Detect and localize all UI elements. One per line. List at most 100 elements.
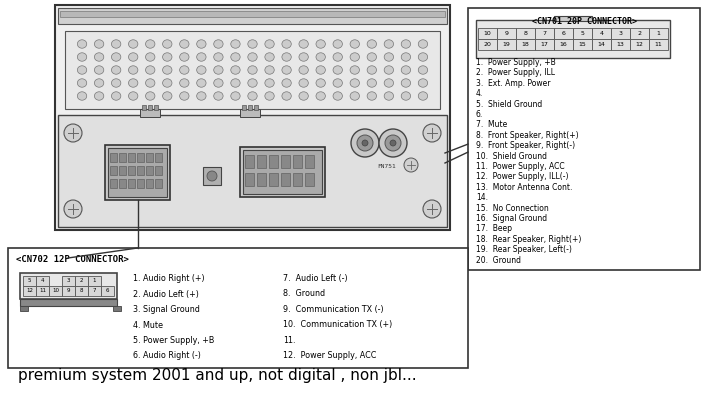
Bar	[58, 115, 447, 227]
Ellipse shape	[265, 92, 274, 100]
Ellipse shape	[78, 40, 87, 48]
Ellipse shape	[94, 79, 104, 87]
Bar	[101, 286, 114, 296]
Text: 1: 1	[656, 31, 661, 36]
Text: 14: 14	[598, 42, 606, 47]
Ellipse shape	[111, 40, 121, 48]
Ellipse shape	[197, 53, 206, 61]
Ellipse shape	[333, 40, 343, 48]
Ellipse shape	[367, 79, 376, 87]
Text: <CN701 20P CONNECTOR>: <CN701 20P CONNECTOR>	[532, 17, 637, 26]
Ellipse shape	[94, 66, 104, 74]
Ellipse shape	[384, 53, 393, 61]
Text: 6: 6	[106, 288, 109, 294]
Text: 13: 13	[617, 42, 625, 47]
Ellipse shape	[265, 79, 274, 87]
Bar	[573, 39, 592, 50]
Ellipse shape	[401, 79, 410, 87]
Text: 1: 1	[93, 279, 97, 284]
Bar	[62, 286, 75, 296]
Ellipse shape	[248, 92, 257, 100]
Ellipse shape	[299, 92, 308, 100]
Ellipse shape	[248, 79, 257, 87]
Bar	[88, 286, 101, 296]
Bar	[146, 179, 153, 188]
Bar	[269, 173, 278, 186]
Ellipse shape	[78, 66, 87, 74]
Ellipse shape	[333, 92, 343, 100]
Bar	[148, 105, 152, 110]
Ellipse shape	[350, 66, 360, 74]
Ellipse shape	[128, 66, 138, 74]
Text: 17: 17	[541, 42, 548, 47]
Ellipse shape	[384, 40, 393, 48]
Circle shape	[64, 200, 82, 218]
Bar	[113, 306, 121, 311]
Ellipse shape	[265, 40, 274, 48]
Ellipse shape	[333, 79, 343, 87]
Bar	[20, 273, 117, 299]
Text: 6.: 6.	[476, 110, 483, 119]
Ellipse shape	[128, 92, 138, 100]
Bar	[110, 179, 117, 188]
Text: 15: 15	[579, 42, 587, 47]
Bar	[269, 155, 278, 168]
Ellipse shape	[401, 92, 410, 100]
Bar	[75, 276, 88, 286]
Ellipse shape	[333, 53, 343, 61]
Bar	[60, 11, 445, 17]
Ellipse shape	[401, 40, 410, 48]
Text: 5. Power Supply, +B: 5. Power Supply, +B	[133, 336, 214, 345]
Text: 3: 3	[618, 31, 623, 36]
Bar	[554, 16, 592, 21]
Text: 3.  Ext. Amp. Power: 3. Ext. Amp. Power	[476, 79, 551, 88]
Text: 3: 3	[67, 279, 70, 284]
Bar	[242, 105, 246, 110]
Bar	[254, 105, 258, 110]
Bar	[248, 105, 252, 110]
Ellipse shape	[367, 92, 376, 100]
Ellipse shape	[180, 79, 189, 87]
Ellipse shape	[163, 53, 172, 61]
Text: 5.  Shield Ground: 5. Shield Ground	[476, 100, 542, 109]
Bar	[257, 173, 266, 186]
Ellipse shape	[197, 66, 206, 74]
Text: 12: 12	[26, 288, 33, 294]
Text: 4.: 4.	[476, 89, 483, 98]
Bar	[8, 248, 468, 368]
Ellipse shape	[231, 40, 240, 48]
Text: 4: 4	[599, 31, 603, 36]
Bar	[281, 155, 290, 168]
Text: 15.  No Connection: 15. No Connection	[476, 203, 548, 213]
Ellipse shape	[145, 92, 155, 100]
Text: 10: 10	[52, 288, 59, 294]
Bar	[88, 276, 101, 286]
Ellipse shape	[367, 66, 376, 74]
Text: FN751: FN751	[378, 164, 396, 170]
Bar	[119, 166, 126, 175]
Ellipse shape	[367, 53, 376, 61]
Text: 14.: 14.	[476, 193, 488, 202]
Bar	[468, 8, 700, 270]
Ellipse shape	[350, 53, 360, 61]
Ellipse shape	[384, 66, 393, 74]
Bar	[305, 173, 314, 186]
Circle shape	[64, 124, 82, 142]
Ellipse shape	[248, 40, 257, 48]
Bar	[293, 173, 302, 186]
Ellipse shape	[299, 53, 308, 61]
Ellipse shape	[145, 40, 155, 48]
Text: 7: 7	[543, 31, 546, 36]
Text: 10: 10	[484, 31, 491, 36]
Ellipse shape	[128, 53, 138, 61]
Ellipse shape	[78, 92, 87, 100]
Bar	[62, 276, 75, 286]
Text: 13.  Motor Antenna Cont.: 13. Motor Antenna Cont.	[476, 183, 572, 192]
Text: premium system 2001 and up, not digital , non jbl...: premium system 2001 and up, not digital …	[18, 368, 417, 383]
Text: 16: 16	[560, 42, 568, 47]
Circle shape	[362, 140, 368, 146]
Bar	[155, 166, 162, 175]
Bar	[245, 173, 254, 186]
Ellipse shape	[231, 66, 240, 74]
Ellipse shape	[350, 92, 360, 100]
